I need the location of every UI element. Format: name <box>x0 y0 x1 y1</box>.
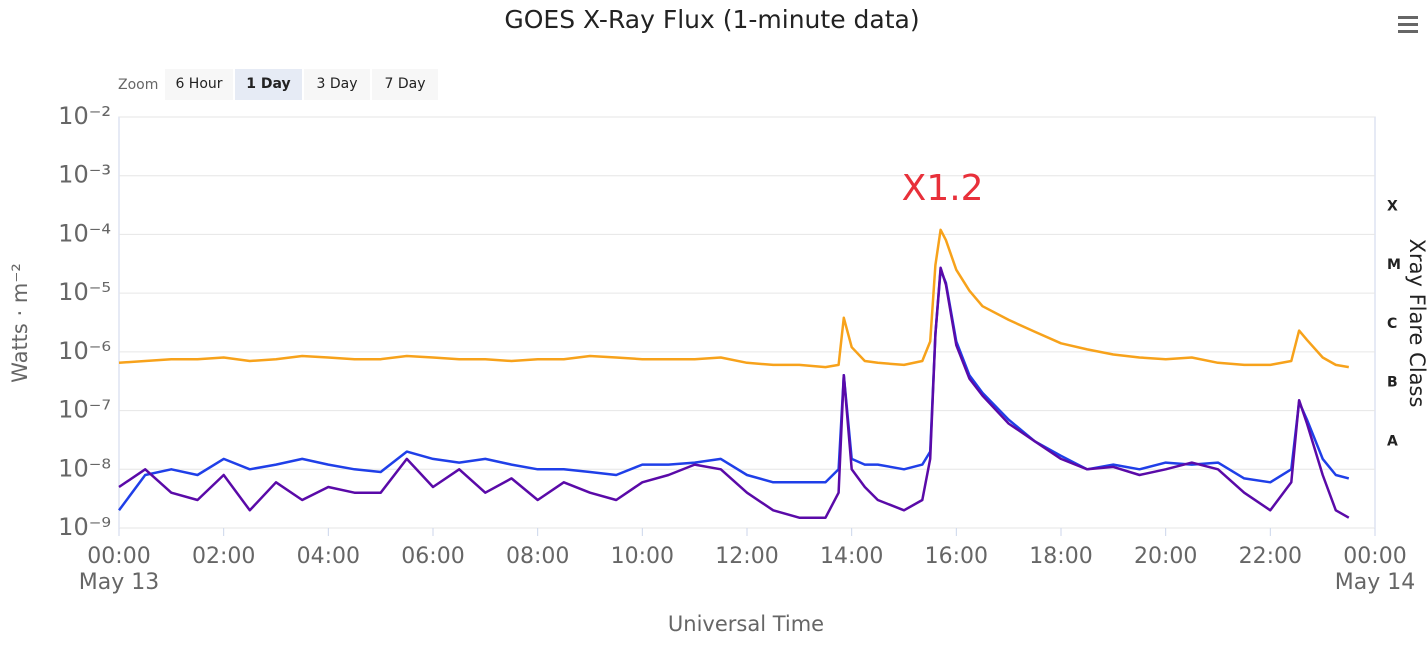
series-line <box>117 268 1350 512</box>
y-tick-label: 10⁻⁸ <box>58 454 111 482</box>
x-tick-label: 00:00 <box>1343 544 1406 569</box>
chart-title: GOES X-Ray Flux (1-minute data) <box>504 5 919 34</box>
y-tick-label: 10⁻² <box>58 102 111 130</box>
y2-tick-label: C <box>1387 316 1397 332</box>
zoom-button[interactable]: 6 Hour <box>165 69 233 100</box>
zoom-label: Zoom <box>118 77 158 93</box>
zoom-button-label: 3 Day <box>316 76 357 92</box>
series-line <box>118 228 1350 369</box>
x-date-label: May 13 <box>79 570 159 595</box>
menu-bar <box>1398 30 1418 33</box>
y2-tick-label: B <box>1387 375 1398 391</box>
x-tick-label: 02:00 <box>192 544 255 569</box>
y-tick-label: 10⁻⁴ <box>58 219 111 247</box>
x-tick-label: 14:00 <box>820 544 883 569</box>
y2-tick-label: M <box>1387 257 1401 273</box>
zoom-button[interactable]: 3 Day <box>304 69 370 100</box>
menu-button[interactable] <box>1398 16 1418 33</box>
series-line <box>118 266 1350 519</box>
x-tick-label: 08:00 <box>506 544 569 569</box>
y-tick-label: 10⁻⁷ <box>58 396 111 424</box>
y-tick-label: 10⁻³ <box>58 161 111 189</box>
x-tick-label: 04:00 <box>297 544 360 569</box>
zoom-button-bg <box>304 69 370 100</box>
x-tick-label: 20:00 <box>1134 544 1197 569</box>
zoom-button-label: 1 Day <box>246 76 290 92</box>
y-tick-label: 10⁻⁵ <box>58 278 111 306</box>
x-tick-label: 00:00 <box>87 544 150 569</box>
x-tick-label: 16:00 <box>925 544 988 569</box>
x-tick-label: 18:00 <box>1029 544 1092 569</box>
zoom-button-label: 6 Hour <box>175 76 222 92</box>
x-axis-title: Universal Time <box>668 612 824 636</box>
zoom-button-label: 7 Day <box>384 76 425 92</box>
x-tick-label: 06:00 <box>401 544 464 569</box>
y2-tick-label: A <box>1387 433 1398 449</box>
x-tick-label: 10:00 <box>611 544 674 569</box>
annotation: X1.2 <box>902 168 984 209</box>
y-tick-label: 10⁻⁶ <box>58 337 111 365</box>
y-tick-label: 10⁻⁹ <box>58 513 111 541</box>
plot-area <box>118 116 1376 529</box>
zoom-button[interactable]: 7 Day <box>372 69 438 100</box>
zoom-button[interactable]: 1 Day <box>235 69 302 100</box>
y-axis-title: Watts · m⁻² <box>8 263 32 383</box>
zoom-button-bg <box>372 69 438 100</box>
zoom-button-bg <box>235 69 302 100</box>
menu-bar <box>1398 16 1418 19</box>
x-date-label: May 14 <box>1335 570 1415 595</box>
x-tick-label: 12:00 <box>715 544 778 569</box>
y2-axis-title: Xray Flare Class <box>1405 239 1428 408</box>
y2-tick-label: X <box>1387 198 1398 214</box>
menu-bar <box>1398 23 1418 26</box>
x-tick-label: 22:00 <box>1239 544 1302 569</box>
zoom-button-bg <box>165 69 233 100</box>
